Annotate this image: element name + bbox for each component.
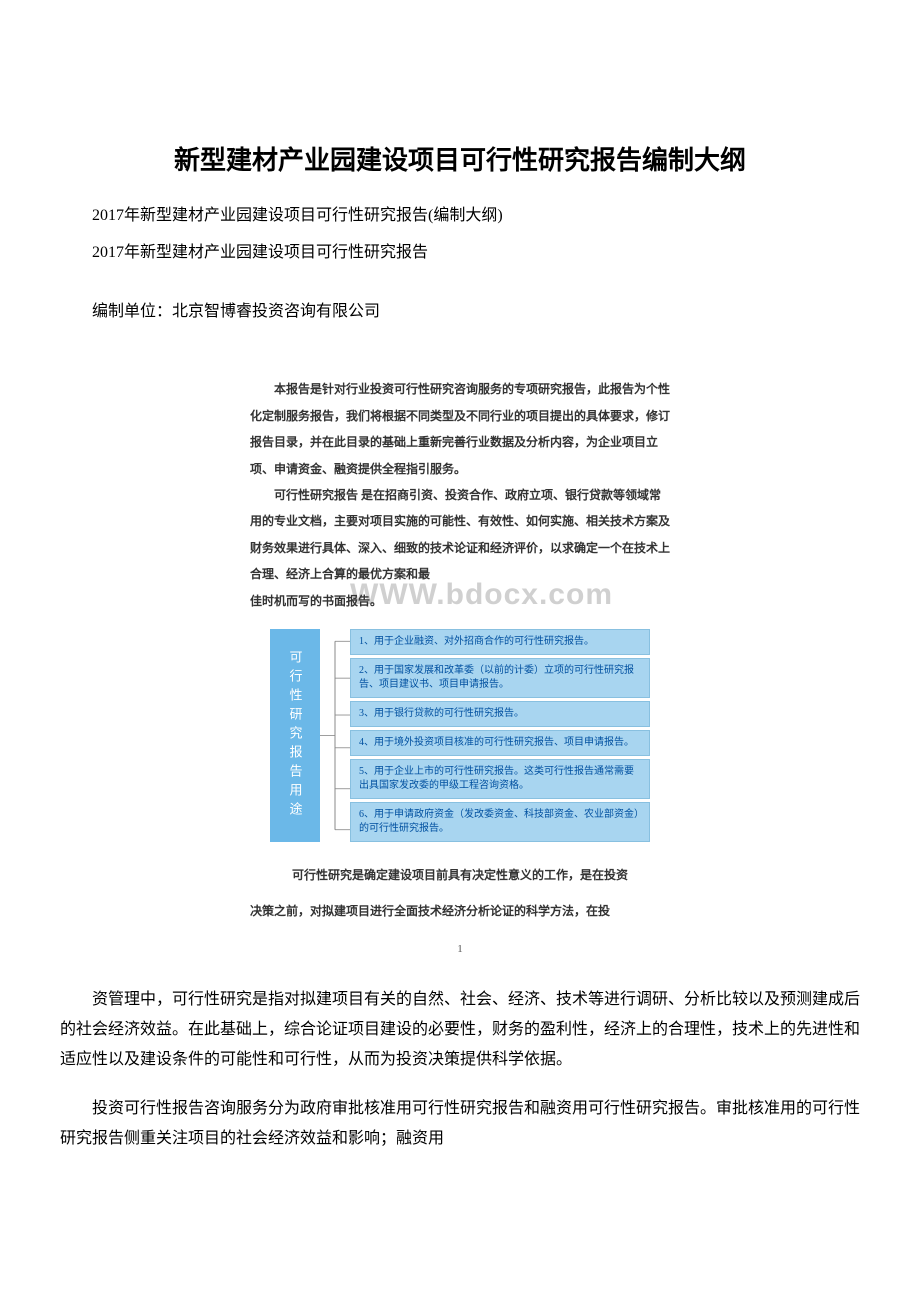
subtitle-2: 2017年新型建材产业园建设项目可行性研究报告 (60, 239, 860, 268)
subtitle-1: 2017年新型建材产业园建设项目可行性研究报告(编制大纲) (60, 202, 860, 231)
diagram-item-5: 5、用于企业上市的可行性研究报告。这类可行性报告通常需要出具国家发改委的甲级工程… (350, 759, 650, 799)
diagram-item-2: 2、用于国家发展和改革委（以前的计委）立项的可行性研究报告、项目建议书、项目申请… (350, 658, 650, 698)
diagram-left-label: 可行性研究报告用途 (270, 629, 320, 842)
document-title: 新型建材产业园建设项目可行性研究报告编制大纲 (60, 140, 860, 177)
inner-paragraph-1: 本报告是针对行业投资可行性研究咨询服务的专项研究报告，此报告为个性化定制服务报告… (250, 376, 670, 482)
body-paragraph-2: 投资可行性报告咨询服务分为政府审批核准用可行性研究报告和融资用可行性研究报告。审… (60, 1094, 860, 1155)
body-paragraph-1: 资管理中，可行性研究是指对拟建项目有关的自然、社会、经济、技术等进行调研、分析比… (60, 985, 860, 1076)
diagram-item-4: 4、用于境外投资项目核准的可行性研究报告、项目申请报告。 (350, 730, 650, 756)
usage-diagram: 可行性研究报告用途 1、用于企业融资、对外招商合作的可行性研究报告。 2、用于国… (270, 629, 650, 842)
diagram-item-1: 1、用于企业融资、对外招商合作的可行性研究报告。 (350, 629, 650, 655)
inner-paragraph-2b: 佳时机而写的书面报告。 (250, 588, 670, 614)
watermark-line: WWW.bdocx.com 佳时机而写的书面报告。 (250, 588, 670, 614)
inner-footer-2: 决策之前，对拟建项目进行全面技术经济分析论证的科学方法，在投 (250, 898, 670, 924)
connector-area (320, 629, 350, 842)
diagram-item-6: 6、用于申请政府资金（发改委资金、科技部资金、农业部资金）的可行性研究报告。 (350, 802, 650, 842)
inner-footer-1: 可行性研究是确定建设项目前具有决定性意义的工作，是在投资 (250, 862, 670, 888)
inner-paragraph-2a: 可行性研究报告 是在招商引资、投资合作、政府立项、银行贷款等领域常用的专业文档，… (250, 482, 670, 588)
diagram-body: 可行性研究报告用途 1、用于企业融资、对外招商合作的可行性研究报告。 2、用于国… (270, 629, 650, 842)
diagram-item-3: 3、用于银行贷款的可行性研究报告。 (350, 701, 650, 727)
diagram-items: 1、用于企业融资、对外招商合作的可行性研究报告。 2、用于国家发展和改革委（以前… (350, 629, 650, 842)
editor-info: 编制单位：北京智博睿投资咨询有限公司 (60, 298, 860, 327)
embedded-page: 本报告是针对行业投资可行性研究咨询服务的专项研究报告，此报告为个性化定制服务报告… (250, 376, 670, 954)
inner-page-number: 1 (250, 943, 670, 955)
